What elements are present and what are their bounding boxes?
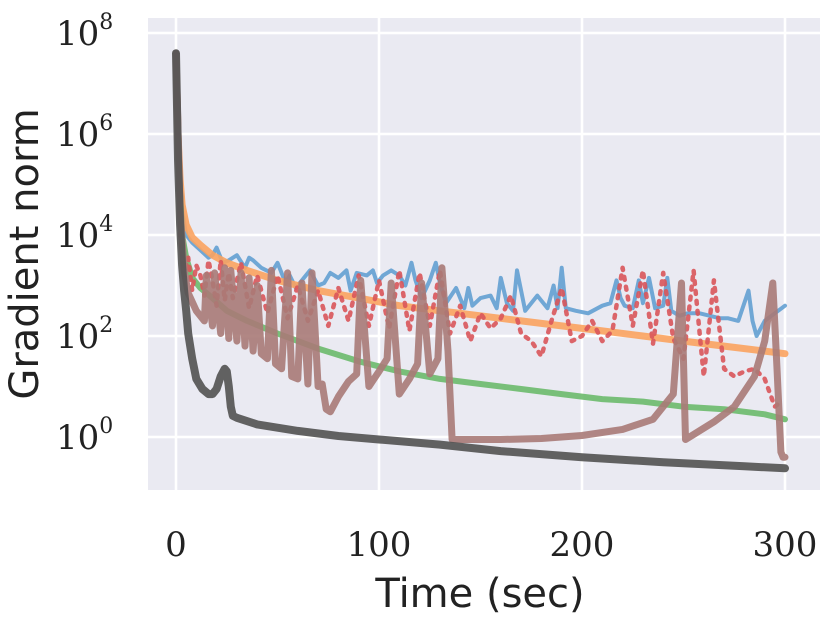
x-tick-label: 200 — [550, 525, 615, 565]
plot-area — [148, 18, 820, 490]
series-brown-line — [172, 49, 789, 461]
y-tick-label: 100 — [56, 414, 113, 458]
series-blue-line — [174, 51, 787, 338]
x-tick-label: 300 — [753, 525, 818, 565]
y-tick-label: 108 — [56, 10, 113, 54]
y-axis-label: Gradient norm — [2, 108, 48, 399]
y-tick-labels: 100 102 104 106 108 — [56, 10, 113, 458]
y-tick-label: 106 — [56, 111, 113, 155]
series-gray-line — [172, 49, 789, 473]
x-tick-label: 0 — [165, 525, 187, 565]
y-tick-label: 102 — [56, 313, 113, 357]
x-axis-label: Time (sec) — [374, 571, 584, 617]
series-layer — [172, 49, 789, 473]
x-tick-labels: 0 100 200 300 — [165, 525, 817, 565]
x-tick-label: 100 — [347, 525, 412, 565]
y-tick-label: 104 — [56, 212, 113, 256]
grid-lines — [148, 18, 820, 490]
